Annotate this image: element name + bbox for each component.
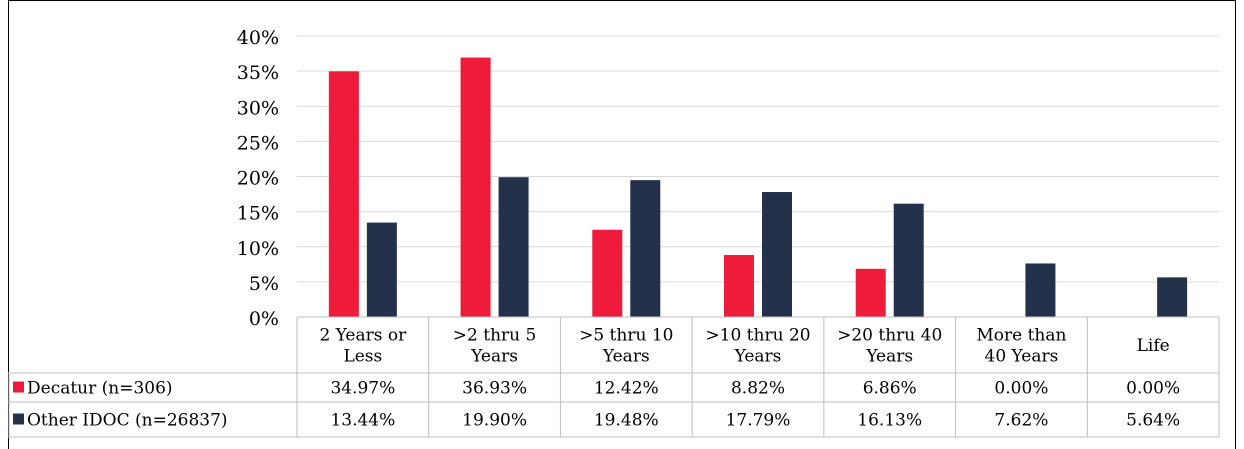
data-label: 13.44% <box>330 411 395 431</box>
y-tick-label: 0% <box>249 308 279 330</box>
data-label: 7.62% <box>994 411 1048 431</box>
y-tick-label: 5% <box>249 273 279 295</box>
data-label: 16.13% <box>857 411 922 431</box>
bar-other-idoc <box>1157 277 1188 317</box>
x-category-label: Years <box>865 347 913 367</box>
x-category-label: Years <box>470 347 518 367</box>
data-label: 5.64% <box>1126 411 1180 431</box>
legend-swatch <box>13 413 24 425</box>
data-label: 19.90% <box>462 411 527 431</box>
bar-decatur <box>328 71 359 317</box>
bar-other-idoc <box>630 180 661 317</box>
bar-decatur <box>460 57 491 318</box>
x-category-label: 2 Years or <box>319 326 407 346</box>
legend-swatch <box>13 381 24 393</box>
y-tick-label: 35% <box>237 62 279 84</box>
bar-decatur <box>855 268 886 317</box>
x-category-label: >20 thru 40 <box>837 326 942 346</box>
data-label: 12.42% <box>594 379 659 399</box>
x-category-label: >5 thru 10 <box>579 326 673 346</box>
x-category-label: Less <box>343 347 382 367</box>
legend-series-name: Other IDOC (n=26837) <box>27 411 228 431</box>
bar-other-idoc <box>893 203 924 317</box>
bar-decatur <box>724 255 754 317</box>
x-category-label: Life <box>1137 336 1170 356</box>
x-category-label: >2 thru 5 <box>453 326 537 346</box>
y-tick-label: 15% <box>237 203 279 225</box>
y-tick-label: 10% <box>237 238 279 260</box>
data-label: 0.00% <box>1126 379 1180 399</box>
data-label: 0.00% <box>994 379 1048 399</box>
data-label: 6.86% <box>863 379 917 399</box>
data-label: 19.48% <box>594 411 659 431</box>
legend-series-name: Decatur (n=306) <box>27 379 173 399</box>
x-category-label: >10 thru 20 <box>705 326 810 346</box>
bar-decatur <box>592 229 623 317</box>
y-tick-label: 25% <box>237 132 279 154</box>
data-label: 8.82% <box>731 379 785 399</box>
data-label: 17.79% <box>726 411 791 431</box>
data-label: 36.93% <box>462 379 527 399</box>
y-axis-tick-labels: 0% 5% 10% 15% 20% 25% 30% 35% 40% <box>237 27 279 330</box>
x-category-label: 40 Years <box>985 347 1059 367</box>
x-category-label: Years <box>602 347 650 367</box>
x-category-label: More than <box>976 326 1066 346</box>
y-tick-label: 40% <box>237 27 279 49</box>
bar-other-idoc <box>366 222 397 317</box>
y-tick-label: 20% <box>237 168 279 190</box>
gridlines <box>297 35 1219 283</box>
bar-other-idoc <box>762 192 792 317</box>
bars <box>328 57 1188 318</box>
data-label: 34.97% <box>330 379 395 399</box>
bar-other-idoc <box>498 177 529 317</box>
chart-frame <box>8 0 1236 449</box>
bar-other-idoc <box>1025 263 1056 317</box>
x-category-label: Years <box>734 347 782 367</box>
y-tick-label: 30% <box>237 97 279 119</box>
